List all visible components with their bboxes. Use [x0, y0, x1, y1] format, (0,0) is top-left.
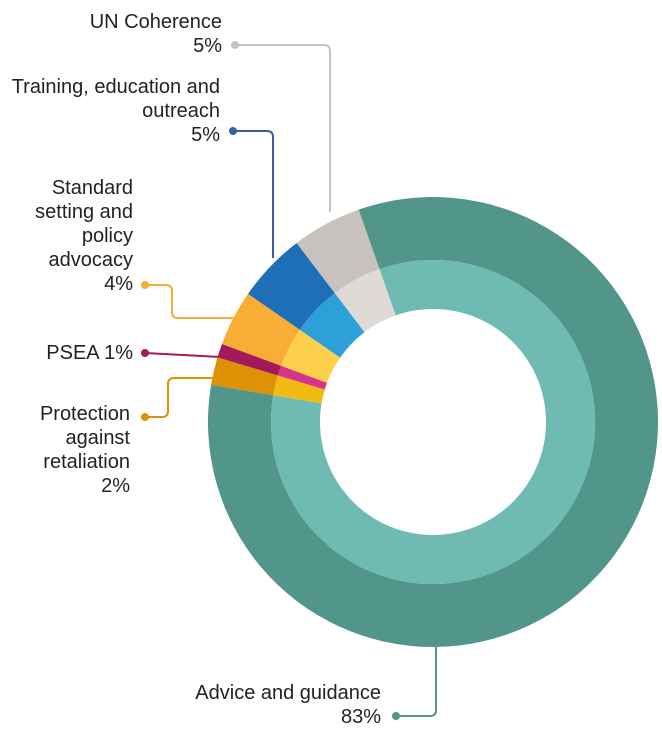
connector-dot	[229, 127, 237, 135]
connector-line	[235, 44, 331, 212]
connector-line	[233, 130, 274, 258]
label: Training, education and outreach 5%	[5, 75, 220, 147]
outer-segment	[221, 293, 300, 366]
label: Advice and guidance 83%	[141, 681, 381, 729]
outer-segment	[296, 209, 380, 294]
inner-segment	[334, 269, 396, 333]
value-label: 2%	[101, 475, 130, 497]
category-label: Advice and guidance	[195, 682, 381, 704]
connector-line	[145, 284, 235, 319]
inner-segment	[277, 365, 328, 390]
outer-segment	[248, 243, 335, 330]
connector-dot	[141, 413, 149, 421]
category-label: Standard setting and policy advocacy	[35, 177, 133, 271]
value-label: 83%	[340, 706, 381, 728]
inner-segment	[281, 329, 341, 383]
value-label: 5%	[193, 35, 222, 57]
connector-dot	[231, 41, 239, 49]
category-label: Training, education and outreach	[11, 76, 220, 122]
connector-line	[145, 377, 218, 418]
inner-segment	[273, 375, 325, 404]
value-label: 1%	[104, 342, 133, 364]
category-label: PSEA	[46, 342, 99, 364]
label: Standard setting and policy advocacy 4%	[8, 176, 133, 296]
outer-segment	[217, 343, 282, 376]
category-label: Protection against retaliation	[39, 403, 130, 473]
inner-segment	[270, 260, 595, 585]
connector-line	[144, 352, 222, 358]
label: Protection against retaliation 2%	[5, 402, 130, 498]
connector-dot	[141, 349, 149, 357]
label: PSEA 1%	[8, 341, 133, 365]
outer-segment	[211, 357, 278, 396]
value-label: 5%	[191, 124, 220, 146]
inner-segment	[299, 293, 365, 358]
value-label: 4%	[104, 273, 133, 295]
label: UN Coherence 5%	[22, 10, 222, 58]
connector-dot	[141, 281, 149, 289]
category-label: UN Coherence	[89, 11, 222, 33]
connector-dot	[392, 712, 400, 720]
connector-line	[396, 645, 437, 717]
